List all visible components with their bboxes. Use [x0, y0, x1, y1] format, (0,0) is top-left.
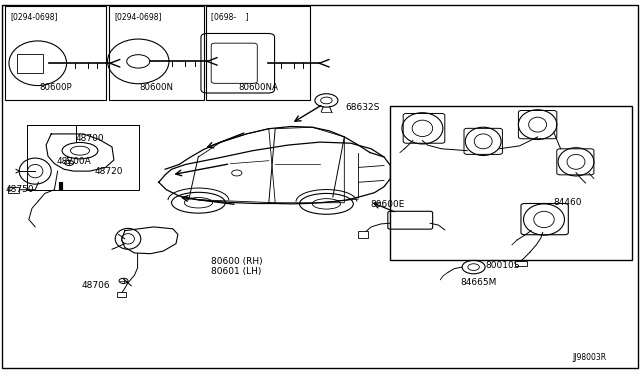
Bar — [358, 231, 368, 238]
Text: 80600E: 80600E — [370, 200, 404, 209]
Text: [0698-    ]: [0698- ] — [211, 12, 249, 21]
Text: 48700: 48700 — [76, 134, 104, 143]
Text: [0294-0698]: [0294-0698] — [10, 12, 58, 21]
Text: 48700A: 48700A — [56, 157, 91, 166]
Text: 48706: 48706 — [82, 281, 111, 290]
Text: JJ98003R: JJ98003R — [573, 353, 607, 362]
Text: 80600N: 80600N — [139, 83, 173, 92]
Text: 68632S: 68632S — [346, 103, 380, 112]
Text: [0294-0698]: [0294-0698] — [114, 12, 161, 21]
Text: 80010S: 80010S — [485, 262, 520, 270]
Text: 84460: 84460 — [554, 198, 582, 207]
Text: 80601 (LH): 80601 (LH) — [211, 267, 262, 276]
Text: 80600P: 80600P — [40, 83, 72, 92]
Text: 84665M: 84665M — [461, 278, 497, 287]
Bar — [8, 187, 19, 193]
Bar — [5, 6, 106, 100]
Bar — [390, 106, 632, 260]
Text: 48720: 48720 — [95, 167, 124, 176]
Bar — [17, 54, 43, 73]
Text: 80600NA: 80600NA — [238, 83, 278, 92]
Text: 48750: 48750 — [5, 185, 34, 194]
Bar — [117, 292, 126, 297]
Bar — [27, 125, 139, 190]
Bar — [109, 6, 204, 100]
Bar — [206, 6, 310, 100]
Text: 80600 (RH): 80600 (RH) — [211, 257, 263, 266]
Bar — [515, 261, 527, 266]
